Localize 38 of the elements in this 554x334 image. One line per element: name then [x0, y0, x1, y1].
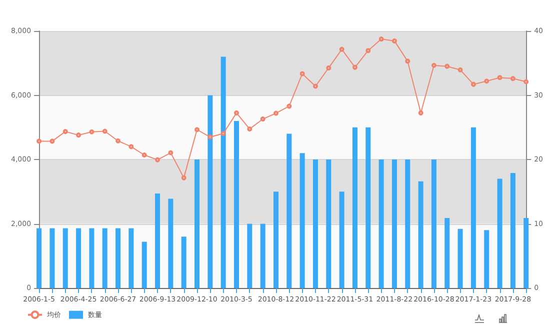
point — [339, 46, 344, 52]
point — [273, 110, 278, 116]
point — [352, 64, 358, 70]
point — [418, 110, 424, 116]
point — [128, 144, 134, 150]
point — [89, 129, 94, 134]
point — [36, 138, 42, 144]
point — [260, 116, 266, 122]
point — [458, 67, 463, 72]
point — [155, 157, 160, 162]
point — [484, 78, 490, 84]
point — [286, 104, 292, 109]
point — [431, 62, 436, 68]
point — [168, 150, 174, 156]
point — [116, 138, 121, 144]
point — [102, 128, 108, 134]
point — [524, 79, 529, 84]
point — [234, 110, 239, 116]
point — [392, 38, 397, 44]
point — [312, 84, 318, 89]
point — [326, 65, 332, 70]
point — [208, 134, 213, 140]
point — [142, 152, 147, 158]
point — [470, 82, 476, 87]
point — [497, 75, 502, 80]
point — [76, 132, 82, 138]
point — [194, 127, 200, 132]
point — [181, 175, 186, 180]
point — [510, 76, 516, 82]
point — [247, 126, 252, 132]
point — [378, 36, 384, 42]
point — [300, 71, 305, 76]
point — [62, 129, 68, 134]
point — [444, 64, 450, 69]
point — [50, 138, 55, 144]
point — [220, 130, 226, 136]
point — [405, 58, 410, 64]
point — [366, 48, 371, 54]
